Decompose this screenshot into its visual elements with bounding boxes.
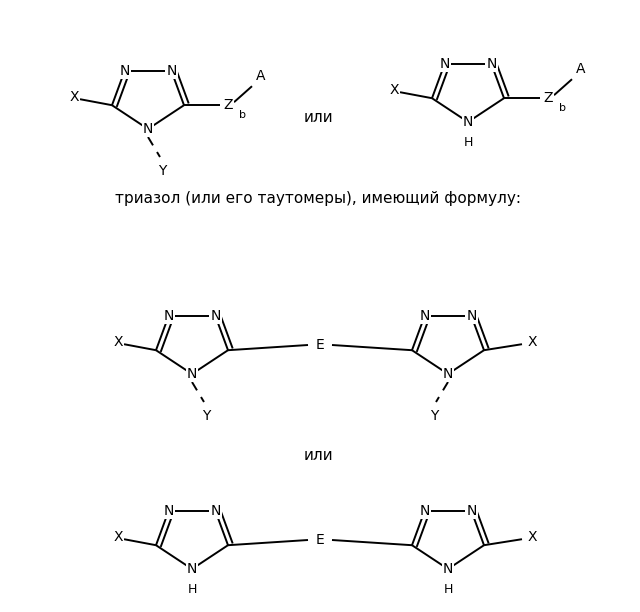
Text: Z: Z xyxy=(223,98,233,112)
Text: N: N xyxy=(443,562,453,576)
Text: E: E xyxy=(316,533,324,547)
Text: X: X xyxy=(113,530,123,544)
Text: A: A xyxy=(576,62,586,76)
Text: или: или xyxy=(303,111,333,125)
Text: H: H xyxy=(188,583,196,596)
Text: N: N xyxy=(143,122,153,136)
Text: X: X xyxy=(389,83,399,97)
Text: N: N xyxy=(466,309,477,323)
Text: N: N xyxy=(486,57,497,71)
Text: b: b xyxy=(239,110,246,120)
Text: Y: Y xyxy=(430,409,438,423)
Text: N: N xyxy=(210,504,221,518)
Text: Y: Y xyxy=(158,164,166,178)
Text: A: A xyxy=(256,69,266,83)
Text: N: N xyxy=(166,64,177,78)
Text: N: N xyxy=(466,504,477,518)
Text: N: N xyxy=(440,57,450,71)
Text: N: N xyxy=(187,562,197,576)
Text: H: H xyxy=(444,583,452,596)
Text: X: X xyxy=(113,335,123,349)
Text: X: X xyxy=(527,335,537,349)
Text: N: N xyxy=(120,64,130,78)
Text: N: N xyxy=(443,367,453,381)
Text: H: H xyxy=(463,136,473,149)
Text: N: N xyxy=(163,504,174,518)
Text: Z: Z xyxy=(543,91,553,105)
Text: X: X xyxy=(69,90,79,104)
Text: X: X xyxy=(527,530,537,544)
Text: b: b xyxy=(559,103,566,113)
Text: или: или xyxy=(303,447,333,463)
Text: N: N xyxy=(210,309,221,323)
Text: E: E xyxy=(316,338,324,352)
Text: триазол (или его таутомеры), имеющий формулу:: триазол (или его таутомеры), имеющий фор… xyxy=(115,190,521,206)
Text: N: N xyxy=(187,367,197,381)
Text: N: N xyxy=(463,115,473,129)
Text: N: N xyxy=(163,309,174,323)
Text: N: N xyxy=(419,504,430,518)
Text: N: N xyxy=(419,309,430,323)
Text: Y: Y xyxy=(202,409,210,423)
